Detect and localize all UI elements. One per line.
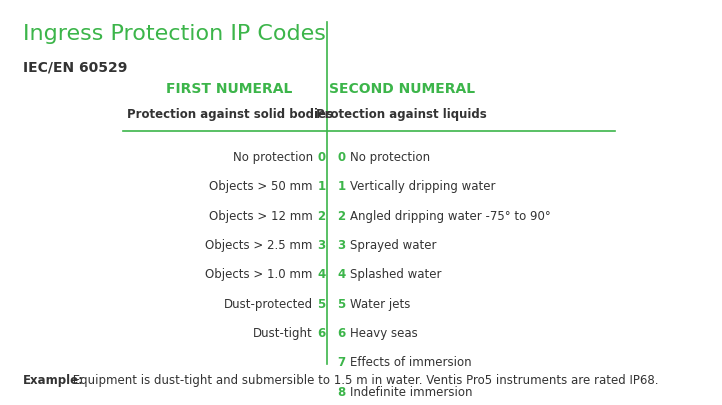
Text: Effects of immersion: Effects of immersion xyxy=(349,356,471,369)
Text: Vertically dripping water: Vertically dripping water xyxy=(349,180,495,193)
Text: Example:: Example: xyxy=(23,374,84,387)
Text: 4: 4 xyxy=(337,269,346,281)
Text: 3: 3 xyxy=(337,239,345,252)
Text: Water jets: Water jets xyxy=(349,298,410,311)
Text: FIRST NUMERAL: FIRST NUMERAL xyxy=(166,83,292,96)
Text: Sprayed water: Sprayed water xyxy=(349,239,436,252)
Text: 3: 3 xyxy=(317,239,326,252)
Text: Splashed water: Splashed water xyxy=(349,269,441,281)
Text: 8: 8 xyxy=(337,386,346,399)
Text: Objects > 2.5 mm: Objects > 2.5 mm xyxy=(206,239,313,252)
Text: 1: 1 xyxy=(337,180,345,193)
Text: 7: 7 xyxy=(337,356,345,369)
Text: 2: 2 xyxy=(317,210,326,223)
Text: 6: 6 xyxy=(317,327,326,340)
Text: Dust-tight: Dust-tight xyxy=(253,327,313,340)
Text: Equipment is dust-tight and submersible to 1.5 m in water. Ventis Pro5 instrumen: Equipment is dust-tight and submersible … xyxy=(69,374,658,387)
Text: Heavy seas: Heavy seas xyxy=(349,327,417,340)
Text: Dust-protected: Dust-protected xyxy=(224,298,313,311)
Text: Objects > 12 mm: Objects > 12 mm xyxy=(209,210,313,223)
Text: No protection: No protection xyxy=(349,151,430,164)
Text: Angled dripping water -75° to 90°: Angled dripping water -75° to 90° xyxy=(349,210,550,223)
Text: Objects > 50 mm: Objects > 50 mm xyxy=(209,180,313,193)
Text: IEC/EN 60529: IEC/EN 60529 xyxy=(23,61,127,75)
Text: 4: 4 xyxy=(317,269,326,281)
Text: SECOND NUMERAL: SECOND NUMERAL xyxy=(329,83,475,96)
Text: Ingress Protection IP Codes: Ingress Protection IP Codes xyxy=(23,24,326,44)
Text: 5: 5 xyxy=(337,298,346,311)
Text: Protection against liquids: Protection against liquids xyxy=(316,108,487,121)
Text: 5: 5 xyxy=(317,298,326,311)
Text: Objects > 1.0 mm: Objects > 1.0 mm xyxy=(206,269,313,281)
Text: 2: 2 xyxy=(337,210,345,223)
Text: 6: 6 xyxy=(337,327,346,340)
Text: 0: 0 xyxy=(317,151,326,164)
Text: No protection: No protection xyxy=(232,151,313,164)
Text: 0: 0 xyxy=(337,151,345,164)
Text: Indefinite immersion: Indefinite immersion xyxy=(349,386,472,399)
Text: Protection against solid bodies: Protection against solid bodies xyxy=(126,108,333,121)
Text: 1: 1 xyxy=(317,180,326,193)
